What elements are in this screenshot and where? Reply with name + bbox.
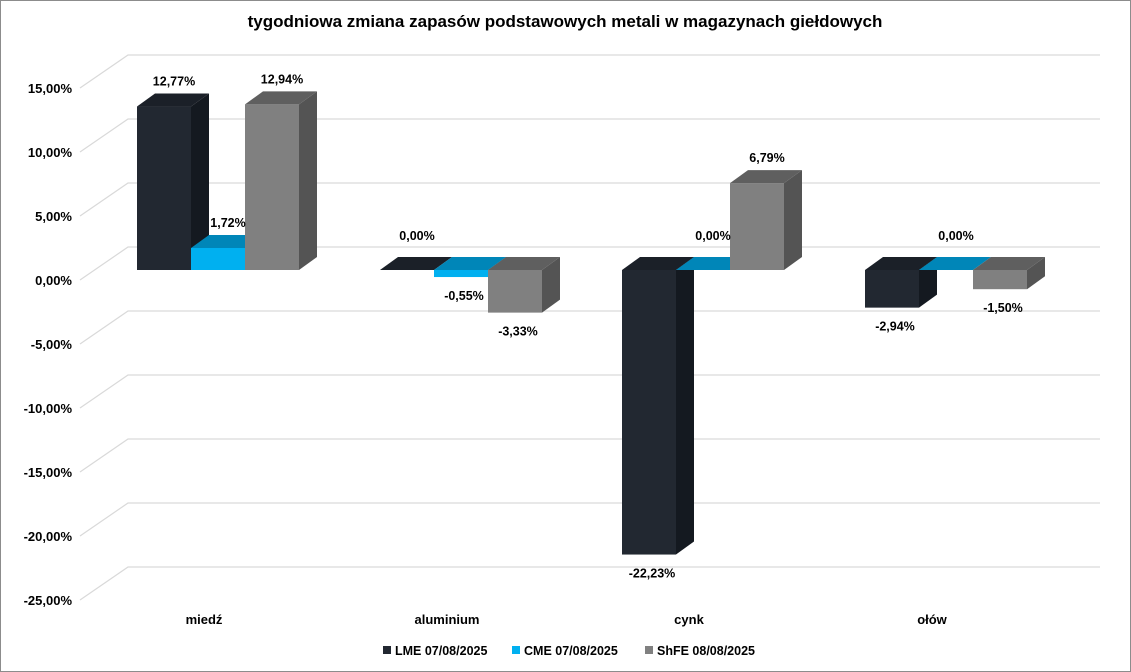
data-label: -22,23% [629, 567, 676, 581]
gridline [79, 566, 1100, 601]
bar-top [622, 257, 694, 270]
bar [137, 106, 191, 270]
y-tick-label: 15,00% [28, 81, 73, 96]
gridline [79, 118, 1100, 153]
y-tick-label: -25,00% [24, 593, 73, 608]
y-tick-label: -20,00% [24, 529, 73, 544]
y-tick-label: -10,00% [24, 401, 73, 416]
data-label: 12,77% [153, 75, 195, 89]
y-tick-label: -5,00% [31, 337, 73, 352]
bar-side [1027, 257, 1045, 290]
data-label: 0,00% [399, 229, 434, 243]
bar-side [784, 170, 802, 270]
data-label: -0,55% [444, 289, 484, 303]
bar [622, 270, 676, 555]
bar [973, 270, 1027, 290]
gridline [79, 502, 1100, 537]
y-tick-label: -15,00% [24, 465, 73, 480]
legend-label: CME 07/08/2025 [524, 644, 618, 658]
bar-top [919, 257, 991, 270]
bar-side [542, 257, 560, 313]
legend-swatch [383, 646, 391, 654]
chart-title: tygodniowa zmiana zapasów podstawowych m… [248, 12, 883, 31]
bar [865, 270, 919, 308]
bar [191, 247, 245, 270]
bar [434, 270, 488, 278]
gridline [79, 374, 1100, 409]
y-tick-label: 5,00% [35, 209, 72, 224]
data-label: 0,00% [938, 229, 973, 243]
bar [730, 183, 784, 270]
gridline [79, 54, 1100, 89]
bar [488, 270, 542, 313]
bar-side [191, 93, 209, 270]
gridline [79, 310, 1100, 345]
data-label: 1,72% [210, 216, 245, 230]
category-label: ołów [917, 612, 947, 627]
gridline [79, 182, 1100, 217]
bar [245, 104, 299, 270]
data-label: 6,79% [749, 151, 784, 165]
bar-top [865, 257, 937, 270]
bar-top [730, 170, 802, 184]
data-label: -3,33% [498, 325, 538, 339]
bar-top [380, 257, 452, 270]
gridline [79, 438, 1100, 473]
bar-top [488, 257, 560, 270]
data-label: -2,94% [875, 320, 915, 334]
legend-swatch [512, 646, 520, 654]
bar-side [676, 257, 694, 555]
y-tick-label: 10,00% [28, 145, 73, 160]
category-label: cynk [674, 612, 704, 627]
data-label: -1,50% [983, 301, 1023, 315]
legend-label: LME 07/08/2025 [395, 644, 487, 658]
bar-top [434, 257, 506, 270]
bar-top [245, 91, 317, 105]
bar-top [973, 257, 1045, 270]
legend-label: ShFE 08/08/2025 [657, 644, 755, 658]
category-label: aluminium [414, 612, 479, 627]
data-label: 0,00% [695, 229, 730, 243]
bar-side [299, 91, 317, 270]
data-label: 12,94% [261, 72, 303, 86]
category-label: miedź [186, 612, 223, 627]
legend-swatch [645, 646, 653, 654]
bar-top [137, 93, 209, 107]
y-tick-label: 0,00% [35, 273, 72, 288]
